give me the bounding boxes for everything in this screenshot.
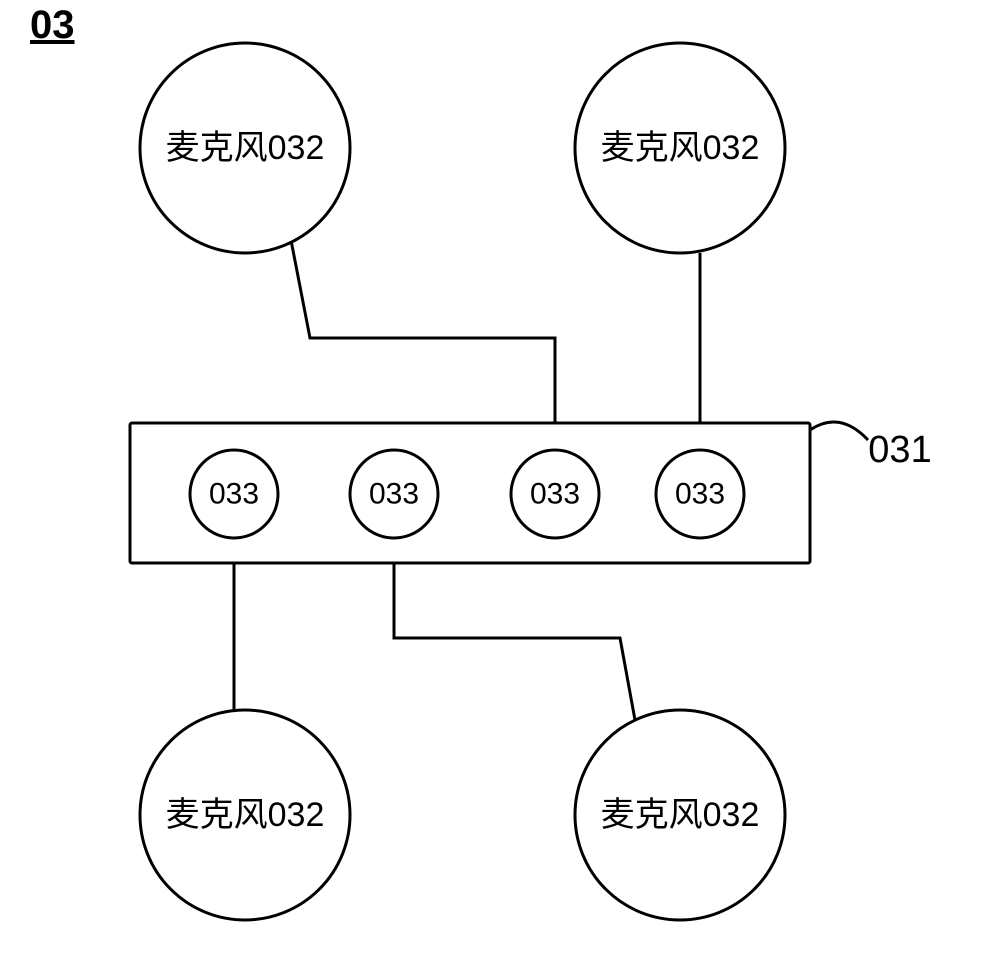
- hub-port-label: 033: [675, 478, 725, 511]
- hub-port-label: 033: [209, 478, 259, 511]
- diagram-title: 03: [30, 3, 75, 47]
- mic-node-label: 麦克风032: [601, 129, 760, 167]
- hub-port-label: 033: [369, 478, 419, 511]
- hub-port-label: 033: [530, 478, 580, 511]
- mic-node-label: 麦克风032: [601, 796, 760, 834]
- mic-node-label: 麦克风032: [166, 796, 325, 834]
- connector: [394, 538, 635, 720]
- mic-node-label: 麦克风032: [166, 129, 325, 167]
- connector: [290, 235, 555, 450]
- hub-callout-label: 031: [868, 429, 931, 471]
- callout-leader: [810, 422, 868, 440]
